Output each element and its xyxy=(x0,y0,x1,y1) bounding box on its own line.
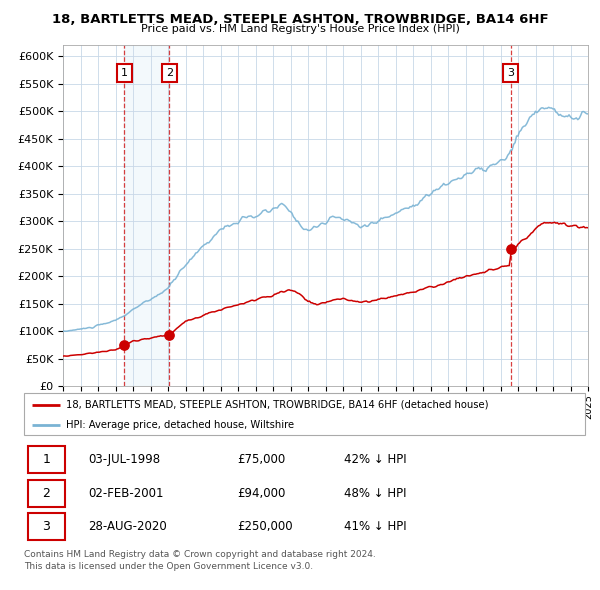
Text: £94,000: £94,000 xyxy=(237,487,286,500)
Text: 1: 1 xyxy=(43,453,50,466)
Text: Price paid vs. HM Land Registry's House Price Index (HPI): Price paid vs. HM Land Registry's House … xyxy=(140,24,460,34)
Bar xyxy=(124,45,169,386)
Text: 41% ↓ HPI: 41% ↓ HPI xyxy=(344,520,406,533)
Text: 2: 2 xyxy=(43,487,50,500)
Text: 1: 1 xyxy=(121,68,128,78)
Text: 2: 2 xyxy=(166,68,173,78)
Point xyxy=(164,330,174,339)
Point xyxy=(119,340,129,350)
Text: 03-JUL-1998: 03-JUL-1998 xyxy=(89,453,161,466)
FancyBboxPatch shape xyxy=(28,480,65,507)
Text: Contains HM Land Registry data © Crown copyright and database right 2024.
This d: Contains HM Land Registry data © Crown c… xyxy=(24,550,376,571)
Text: 48% ↓ HPI: 48% ↓ HPI xyxy=(344,487,406,500)
Text: 02-FEB-2001: 02-FEB-2001 xyxy=(89,487,164,500)
Text: 42% ↓ HPI: 42% ↓ HPI xyxy=(344,453,406,466)
FancyBboxPatch shape xyxy=(24,393,585,435)
Text: 18, BARTLETTS MEAD, STEEPLE ASHTON, TROWBRIDGE, BA14 6HF: 18, BARTLETTS MEAD, STEEPLE ASHTON, TROW… xyxy=(52,13,548,26)
Text: £250,000: £250,000 xyxy=(237,520,293,533)
FancyBboxPatch shape xyxy=(28,513,65,540)
FancyBboxPatch shape xyxy=(28,446,65,473)
Text: HPI: Average price, detached house, Wiltshire: HPI: Average price, detached house, Wilt… xyxy=(66,420,294,430)
Text: 28-AUG-2020: 28-AUG-2020 xyxy=(89,520,167,533)
Text: £75,000: £75,000 xyxy=(237,453,286,466)
Point xyxy=(506,244,515,254)
Text: 3: 3 xyxy=(507,68,514,78)
Text: 3: 3 xyxy=(43,520,50,533)
Text: 18, BARTLETTS MEAD, STEEPLE ASHTON, TROWBRIDGE, BA14 6HF (detached house): 18, BARTLETTS MEAD, STEEPLE ASHTON, TROW… xyxy=(66,400,488,410)
